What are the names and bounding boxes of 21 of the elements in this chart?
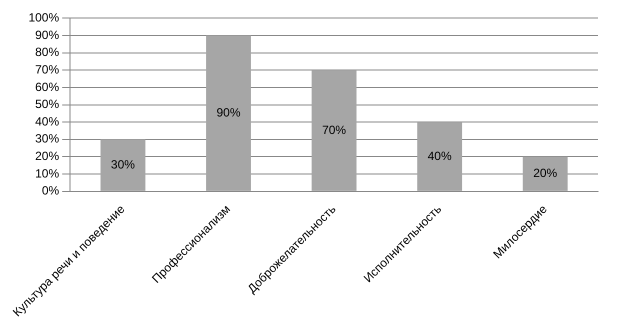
data-label: 90% [216,105,241,120]
data-label: 30% [110,157,136,172]
data-label: 40% [428,148,452,163]
y-tick-label: 90% [35,28,60,42]
bar [100,139,146,191]
y-tick-label: 100% [28,10,60,25]
y-tick-label: 10% [35,166,60,180]
y-tick-label: 30% [35,132,60,146]
bar [312,70,357,191]
bar [522,156,568,191]
y-tick-label: 20% [35,149,60,164]
data-label: 20% [533,166,558,180]
y-tick-label: 70% [35,62,60,76]
y-tick-label: 80% [35,45,60,60]
y-tick-label: 60% [35,80,60,94]
y-tick-label: 0% [42,184,60,198]
data-label: 70% [322,122,346,137]
bar [206,36,251,191]
y-tick-label: 50% [35,97,60,112]
bar [417,122,462,191]
y-tick-label: 40% [35,114,60,128]
